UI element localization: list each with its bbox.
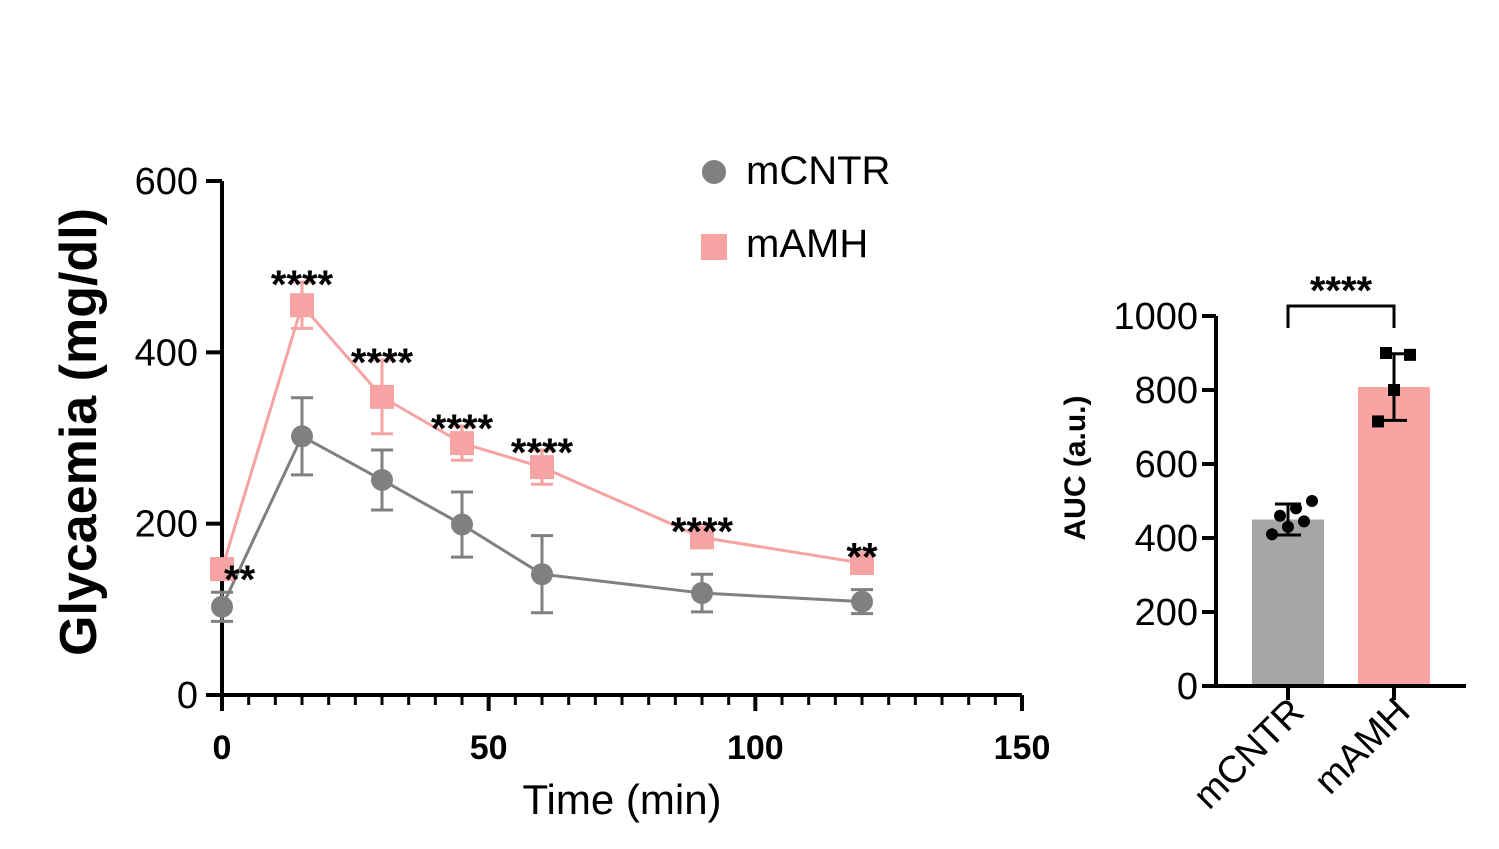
y-tick-label: 0 bbox=[177, 675, 198, 717]
data-point bbox=[690, 525, 714, 550]
bar-y-tick-label: 800 bbox=[1135, 370, 1198, 412]
line-chart-series bbox=[210, 280, 874, 623]
bar-data-point bbox=[1372, 415, 1384, 428]
series-mCNTR bbox=[211, 396, 873, 623]
bar-significance-label: **** bbox=[1310, 269, 1373, 313]
bar-chart-y-label: AUC (a.u.) bbox=[1059, 396, 1092, 541]
data-point bbox=[691, 582, 713, 605]
x-tick-label: 150 bbox=[994, 729, 1051, 767]
data-point bbox=[371, 468, 393, 491]
bar-data-point bbox=[1290, 502, 1302, 515]
line-chart-x-axis: 0 50 100 150 bbox=[213, 693, 1051, 767]
bar-chart-y-axis: 0 200 400 600 800 1000 bbox=[1113, 296, 1218, 708]
series-mAMH bbox=[210, 280, 874, 582]
data-point bbox=[291, 425, 313, 448]
data-point bbox=[370, 384, 394, 409]
bar-data-point bbox=[1298, 515, 1310, 528]
bar-data-point bbox=[1282, 520, 1294, 533]
data-point bbox=[851, 590, 873, 613]
data-point bbox=[530, 455, 554, 480]
bar-data-point bbox=[1380, 347, 1392, 359]
bar-chart-significance: **** bbox=[1286, 269, 1396, 328]
data-point bbox=[450, 431, 474, 456]
bar-y-tick-label: 1000 bbox=[1113, 296, 1198, 338]
line-chart-y-axis: 0 200 400 600 bbox=[135, 161, 224, 717]
bar-mAMH bbox=[1358, 387, 1430, 686]
significance-label: **** bbox=[351, 341, 414, 385]
significance-label: ** bbox=[224, 558, 256, 602]
bar-data-point bbox=[1266, 528, 1278, 541]
bar-x-tick-label: mAMH bbox=[1307, 691, 1419, 803]
significance-label: **** bbox=[431, 407, 494, 451]
bar-y-tick-label: 200 bbox=[1135, 592, 1198, 634]
bar-y-tick-label: 400 bbox=[1135, 518, 1198, 560]
legend-label-mAMH: mAMH bbox=[746, 222, 868, 266]
line-chart-significance-marks: ************************ bbox=[224, 263, 878, 602]
line-chart-x-label: Time (min) bbox=[522, 776, 721, 823]
bar-y-tick-label: 600 bbox=[1135, 444, 1198, 486]
x-tick-label: 50 bbox=[470, 729, 508, 767]
significance-label: **** bbox=[511, 431, 574, 475]
y-tick-label: 600 bbox=[135, 161, 198, 203]
legend: mCNTR mAMH bbox=[701, 149, 890, 266]
legend-marker-mAMH bbox=[701, 234, 727, 260]
data-point bbox=[531, 563, 553, 586]
bar-data-point bbox=[1306, 495, 1318, 507]
x-tick-label: 0 bbox=[213, 729, 232, 767]
bar-data-point bbox=[1388, 384, 1400, 396]
significance-bracket bbox=[1286, 304, 1396, 328]
legend-marker-mCNTR bbox=[702, 160, 726, 184]
line-chart-y-label: Glycaemia (mg/dl) bbox=[50, 208, 108, 656]
significance-label: **** bbox=[271, 263, 334, 307]
bar-mCNTR bbox=[1252, 519, 1324, 686]
data-point bbox=[211, 595, 233, 618]
bar-y-tick-label: 0 bbox=[1177, 666, 1198, 708]
bar-data-point bbox=[1274, 509, 1286, 522]
data-point bbox=[210, 557, 234, 582]
legend-label-mCNTR: mCNTR bbox=[746, 149, 890, 193]
data-point bbox=[451, 513, 473, 536]
significance-label: ** bbox=[846, 536, 878, 580]
bar-chart-bars bbox=[1252, 347, 1430, 686]
data-point bbox=[850, 551, 874, 576]
significance-label: **** bbox=[671, 510, 734, 554]
bar-data-point bbox=[1404, 348, 1416, 361]
bar-x-tick-label: mCNTR bbox=[1186, 691, 1313, 818]
x-tick-label: 100 bbox=[727, 729, 784, 767]
y-tick-label: 200 bbox=[135, 504, 198, 546]
y-tick-label: 400 bbox=[135, 332, 198, 374]
data-point bbox=[290, 293, 314, 318]
